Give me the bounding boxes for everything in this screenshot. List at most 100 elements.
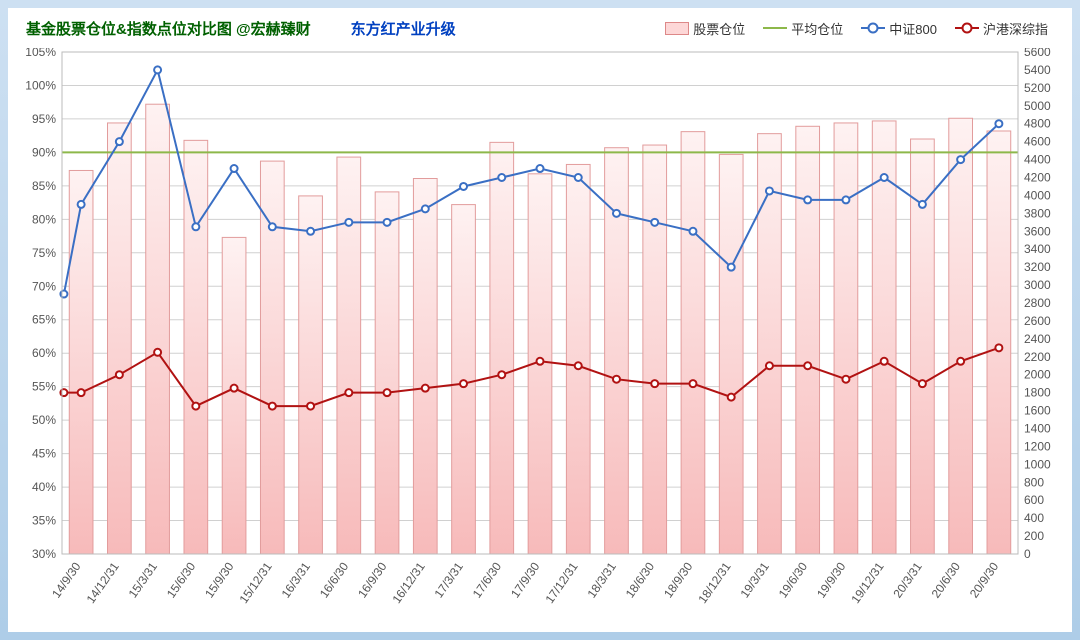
shg-marker <box>842 376 849 383</box>
csi800-marker <box>613 210 620 217</box>
csi800-marker <box>154 66 161 73</box>
svg-text:2400: 2400 <box>1024 332 1051 346</box>
bar <box>413 179 437 554</box>
csi800-marker <box>804 196 811 203</box>
shg-marker <box>269 403 276 410</box>
bar <box>146 104 170 554</box>
x-label: 17/9/30 <box>508 559 543 600</box>
bar <box>605 148 629 554</box>
shg-marker <box>231 385 238 392</box>
svg-text:3200: 3200 <box>1024 260 1051 274</box>
bar <box>108 123 132 554</box>
svg-text:45%: 45% <box>32 447 56 461</box>
x-label: 14/12/31 <box>84 559 122 606</box>
x-label: 16/3/31 <box>279 559 314 600</box>
chart-svg: 30%35%40%45%50%55%60%65%70%75%80%85%90%9… <box>8 48 1072 632</box>
csi800-marker <box>60 291 67 298</box>
x-label: 20/9/30 <box>967 559 1002 600</box>
csi800-marker <box>307 228 314 235</box>
csi800-marker <box>498 174 505 181</box>
bar <box>337 157 361 554</box>
shg-marker <box>60 389 67 396</box>
svg-text:3000: 3000 <box>1024 278 1051 292</box>
svg-text:65%: 65% <box>32 313 56 327</box>
svg-text:90%: 90% <box>32 145 56 159</box>
chart-subtitle: 东方红产业升级 <box>351 18 456 39</box>
x-label: 19/12/31 <box>848 559 886 606</box>
bar <box>69 170 93 554</box>
shg-marker <box>919 380 926 387</box>
csi800-marker <box>919 201 926 208</box>
bar <box>490 142 514 554</box>
svg-text:2200: 2200 <box>1024 350 1051 364</box>
bar <box>681 132 705 554</box>
svg-text:80%: 80% <box>32 212 56 226</box>
svg-text:2000: 2000 <box>1024 368 1051 382</box>
x-label: 15/9/30 <box>202 559 237 600</box>
shg-marker <box>575 362 582 369</box>
x-label: 17/6/30 <box>470 559 505 600</box>
svg-text:0: 0 <box>1024 547 1031 561</box>
x-label: 17/12/31 <box>542 559 580 606</box>
shg-marker <box>537 358 544 365</box>
shg-marker <box>422 385 429 392</box>
svg-text:5600: 5600 <box>1024 48 1051 59</box>
svg-text:30%: 30% <box>32 547 56 561</box>
shg-marker <box>154 349 161 356</box>
bar <box>222 237 246 554</box>
legend-shg-label: 沪港深综指 <box>983 19 1048 38</box>
bar <box>796 126 820 554</box>
legend-csi: 中证800 <box>861 19 937 38</box>
svg-text:50%: 50% <box>32 413 56 427</box>
svg-text:1000: 1000 <box>1024 457 1051 471</box>
shg-line-icon <box>955 27 979 29</box>
svg-text:3600: 3600 <box>1024 224 1051 238</box>
legend-avg-label: 平均仓位 <box>791 19 843 38</box>
svg-text:200: 200 <box>1024 529 1044 543</box>
shg-marker <box>498 371 505 378</box>
shg-marker <box>78 389 85 396</box>
shg-marker <box>345 389 352 396</box>
csi800-marker <box>651 219 658 226</box>
x-label: 15/6/30 <box>164 559 199 600</box>
svg-text:85%: 85% <box>32 179 56 193</box>
bar <box>184 140 208 554</box>
svg-text:1600: 1600 <box>1024 404 1051 418</box>
svg-text:1200: 1200 <box>1024 439 1051 453</box>
shg-marker <box>881 358 888 365</box>
svg-text:1400: 1400 <box>1024 422 1051 436</box>
x-label: 18/12/31 <box>695 559 733 606</box>
svg-text:5400: 5400 <box>1024 63 1051 77</box>
x-label: 18/6/30 <box>623 559 658 600</box>
x-label: 16/9/30 <box>355 559 390 600</box>
shg-marker <box>192 403 199 410</box>
svg-text:35%: 35% <box>32 514 56 528</box>
bar <box>643 145 667 554</box>
csi800-marker <box>766 187 773 194</box>
bar-swatch-icon <box>665 22 689 35</box>
x-label: 19/9/30 <box>814 559 849 600</box>
csi800-marker <box>957 156 964 163</box>
legend-avg: 平均仓位 <box>763 19 843 38</box>
chart-legend: 股票仓位 平均仓位 中证800 沪港深综指 <box>665 19 1048 38</box>
svg-text:60%: 60% <box>32 346 56 360</box>
csi800-marker <box>575 174 582 181</box>
svg-text:3800: 3800 <box>1024 206 1051 220</box>
x-label: 16/6/30 <box>317 559 352 600</box>
shg-marker <box>116 371 123 378</box>
csi800-marker <box>384 219 391 226</box>
svg-text:75%: 75% <box>32 246 56 260</box>
x-label: 20/3/31 <box>890 559 925 600</box>
svg-text:70%: 70% <box>32 279 56 293</box>
shg-marker <box>728 394 735 401</box>
csi800-marker <box>345 219 352 226</box>
x-label: 15/12/31 <box>237 559 275 606</box>
csi800-marker <box>116 138 123 145</box>
x-label: 16/12/31 <box>389 559 427 606</box>
svg-text:40%: 40% <box>32 480 56 494</box>
svg-text:400: 400 <box>1024 511 1044 525</box>
x-label: 20/6/30 <box>929 559 964 600</box>
csi800-marker <box>689 228 696 235</box>
bar <box>260 161 284 554</box>
shg-marker <box>766 362 773 369</box>
